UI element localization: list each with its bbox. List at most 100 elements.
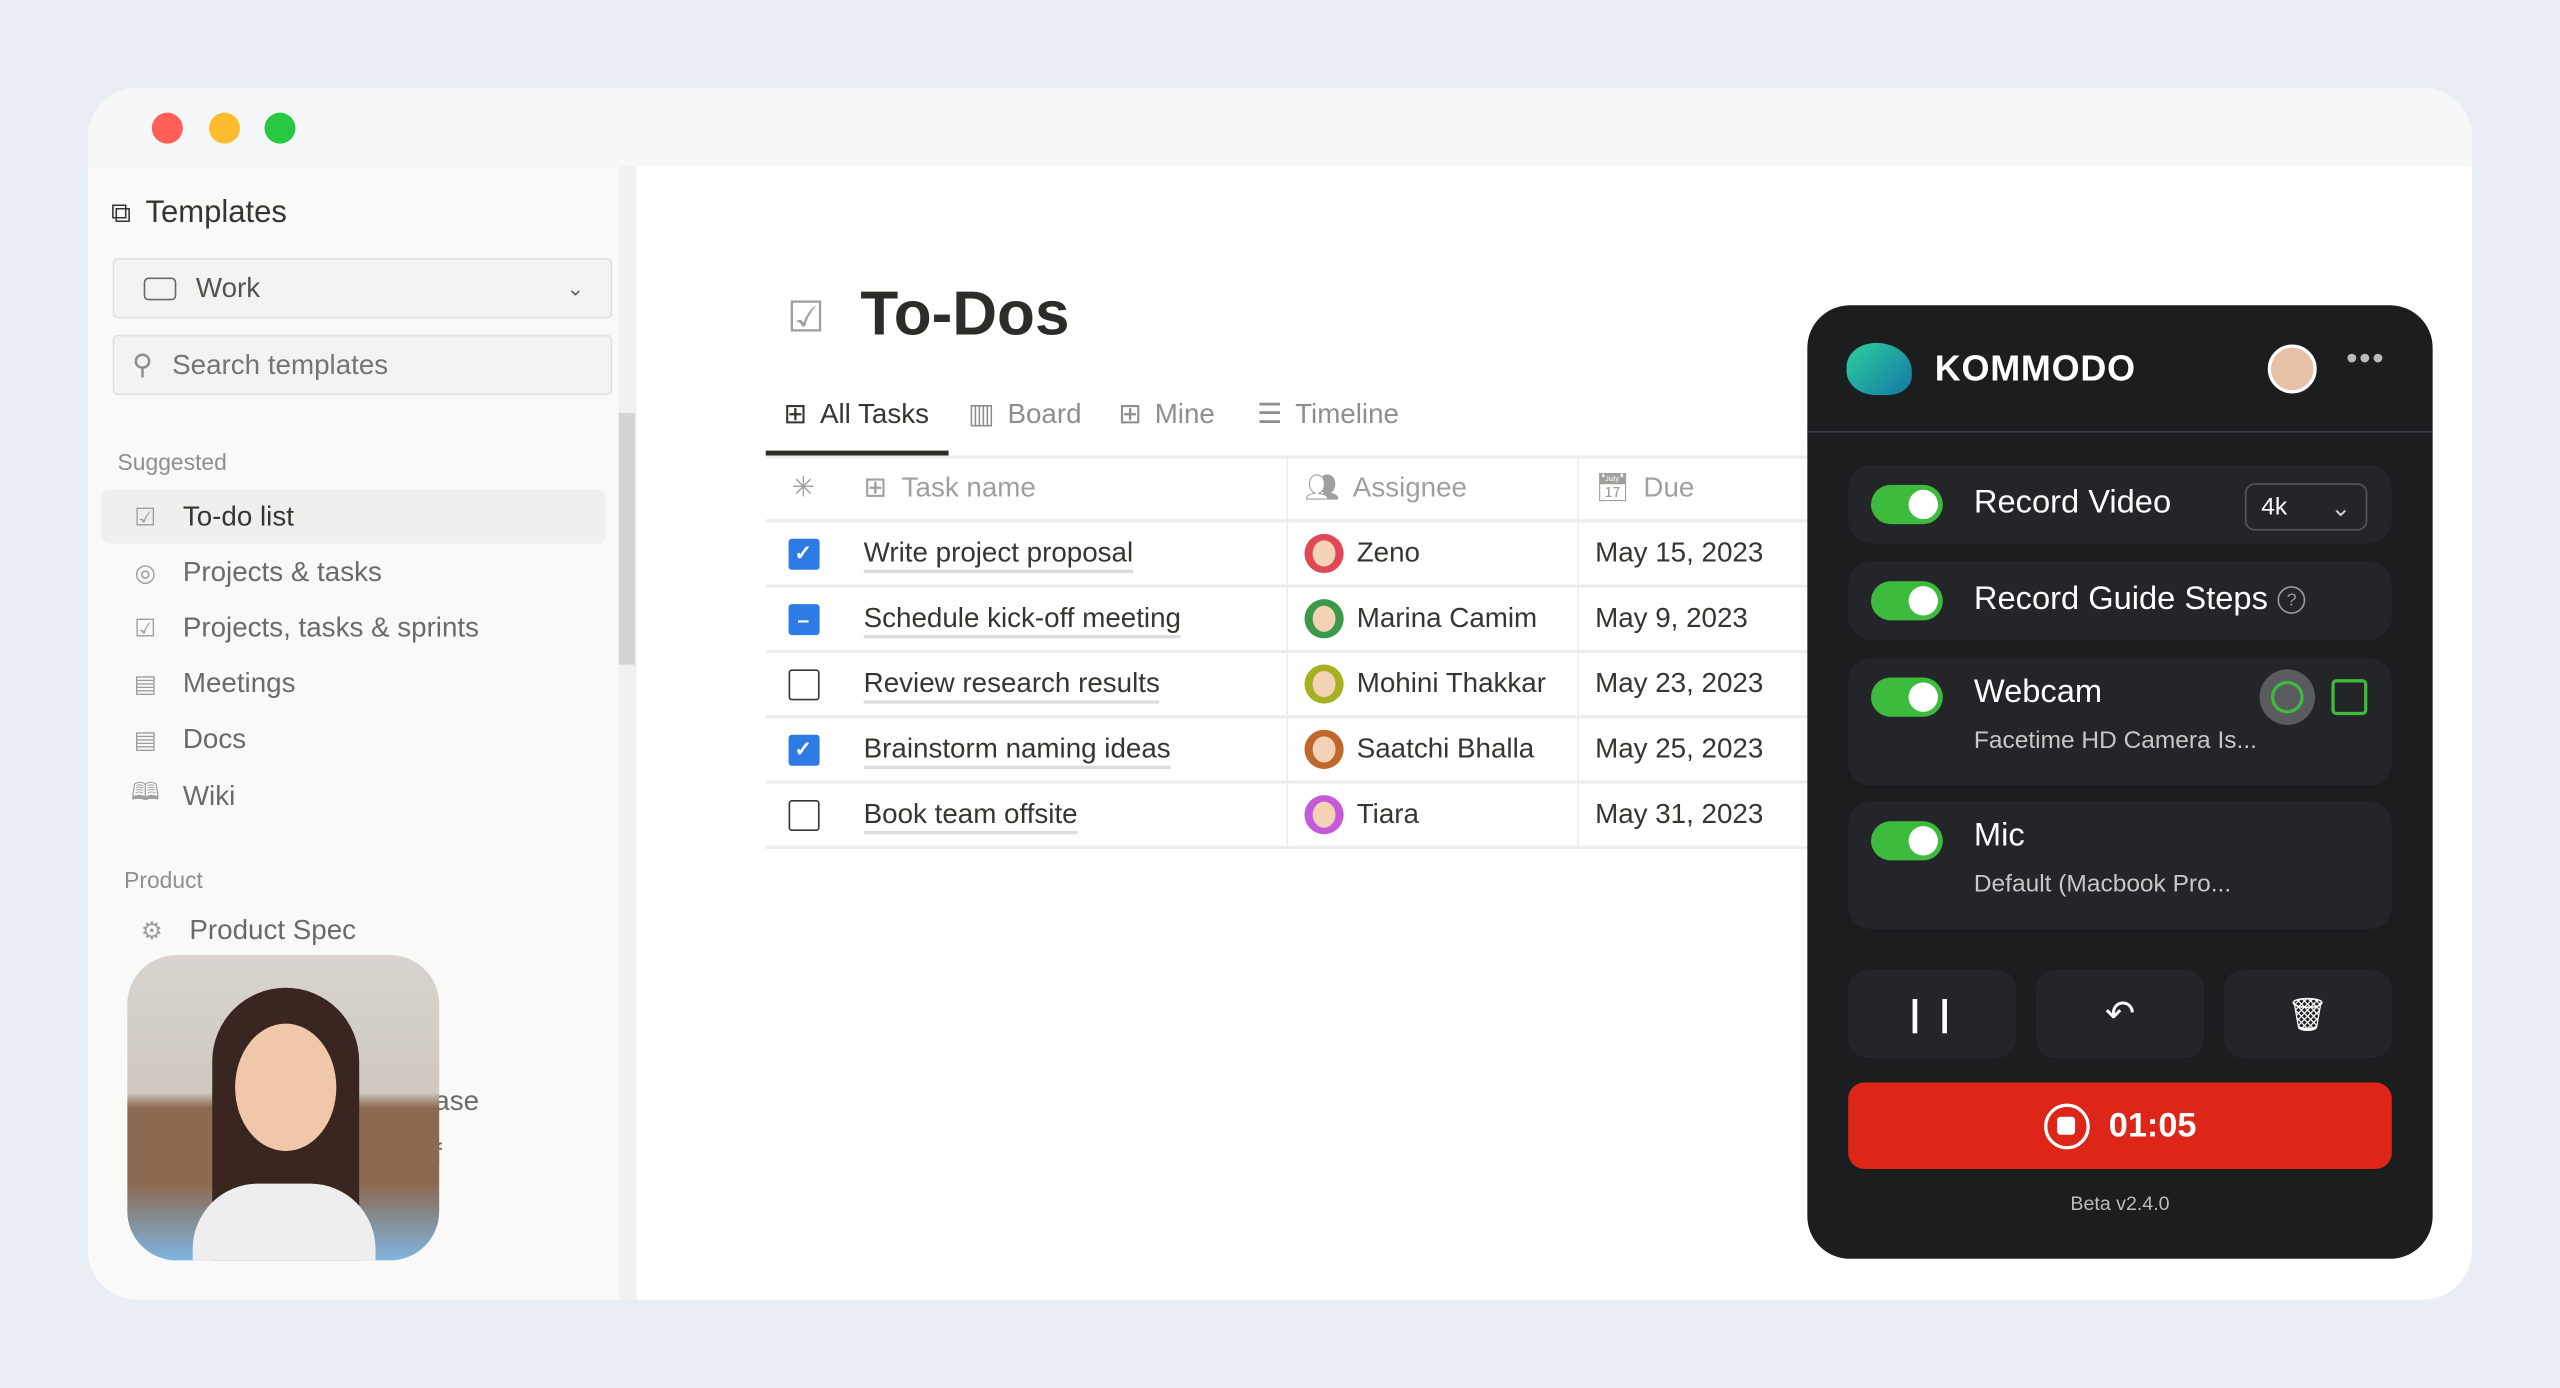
todos-page-icon: ☑ bbox=[786, 292, 825, 342]
gear-icon: ⚙ bbox=[140, 917, 163, 946]
item-label: To-do list bbox=[182, 500, 294, 532]
task-checkbox[interactable]: – bbox=[787, 603, 819, 635]
assignee-name: Marina Camim bbox=[1356, 602, 1538, 634]
kommodo-logo-icon bbox=[1846, 342, 1912, 396]
column-label: Assignee bbox=[1352, 471, 1467, 503]
record-video-toggle[interactable] bbox=[1871, 484, 1943, 525]
guide-steps-label: Record Guide Steps bbox=[1973, 581, 2268, 618]
close-window-button[interactable] bbox=[151, 112, 183, 144]
delete-button[interactable]: 🗑︎ bbox=[2223, 969, 2392, 1058]
more-options-icon[interactable]: ••• bbox=[2346, 341, 2386, 378]
item-label: Meetings bbox=[182, 666, 296, 698]
webcam-bubble[interactable] bbox=[127, 955, 440, 1261]
tab-board[interactable]: ▥ Board bbox=[968, 398, 1081, 431]
sidebar-item-product-spec[interactable]: ⚙ Product Spec bbox=[108, 909, 612, 951]
maximize-window-button[interactable] bbox=[264, 112, 296, 144]
task-name[interactable]: Book team offsite bbox=[863, 798, 1078, 835]
person-icon bbox=[2271, 680, 2304, 714]
header-divider bbox=[1807, 431, 2433, 433]
assignee-avatar bbox=[1304, 729, 1344, 769]
task-name[interactable]: Write project proposal bbox=[863, 537, 1134, 574]
item-label: Product Spec bbox=[189, 914, 357, 946]
assignee-name: Saatchi Bhalla bbox=[1356, 733, 1535, 765]
webcam-square-shape-button[interactable] bbox=[2331, 679, 2368, 716]
section-suggested: Suggested bbox=[117, 448, 227, 476]
workspace-dropdown[interactable]: Work ⌄ bbox=[112, 257, 613, 319]
task-checkbox[interactable] bbox=[787, 799, 819, 831]
search-input[interactable] bbox=[172, 348, 565, 382]
checkbox-icon: ☑ bbox=[134, 614, 157, 643]
quality-dropdown[interactable]: 4k ⌄ bbox=[2244, 483, 2368, 531]
sidebar-item-wiki[interactable]: 🕮 Wiki bbox=[101, 769, 605, 823]
table-row[interactable]: Review research results Mohini Thakkar M… bbox=[765, 653, 1909, 719]
undo-icon: ↶ bbox=[2104, 992, 2136, 1034]
recording-timer: 01:05 bbox=[2108, 1106, 2197, 1144]
search-templates[interactable]: ⚲ bbox=[112, 334, 613, 396]
task-name[interactable]: Brainstorm naming ideas bbox=[863, 733, 1171, 769]
due-date: May 9, 2023 bbox=[1595, 602, 1748, 634]
sidebar-scrollbar-thumb[interactable] bbox=[618, 413, 636, 665]
task-name[interactable]: Review research results bbox=[863, 667, 1160, 704]
checkbox-icon: ☑ bbox=[134, 503, 157, 532]
webcam-toggle[interactable] bbox=[1871, 677, 1943, 717]
item-label: Projects & tasks bbox=[182, 555, 382, 587]
loading-icon: ✳ bbox=[791, 471, 815, 503]
tab-all-tasks[interactable]: ⊞ All Tasks bbox=[784, 398, 929, 431]
task-checkbox[interactable]: ✓ bbox=[787, 733, 819, 765]
table-row[interactable]: ✓ Brainstorm naming ideas Saatchi Bhalla… bbox=[765, 718, 1909, 784]
assignee-avatar bbox=[1304, 599, 1344, 639]
record-video-card: Record Video 4k ⌄ bbox=[1848, 465, 2392, 544]
task-checkbox[interactable] bbox=[787, 668, 819, 700]
tab-label: Mine bbox=[1154, 398, 1215, 430]
mic-toggle[interactable] bbox=[1871, 821, 1943, 861]
sidebar-item-docs[interactable]: ▤ Docs bbox=[101, 712, 605, 766]
doc-icon: ▤ bbox=[133, 670, 157, 698]
column-assignee[interactable]: 👥︎ Assignee bbox=[1286, 457, 1578, 520]
column-due[interactable]: 📅︎ Due bbox=[1577, 457, 1908, 520]
section-product: Product bbox=[124, 866, 203, 894]
pause-icon: | | bbox=[1909, 992, 1955, 1034]
doc-icon: ▤ bbox=[133, 725, 157, 754]
partially-hidden-item[interactable]: ase bbox=[434, 1085, 480, 1117]
assignee-name: Zeno bbox=[1356, 537, 1420, 569]
guide-steps-toggle[interactable] bbox=[1871, 581, 1943, 621]
stop-recording-button[interactable]: 01:05 bbox=[1848, 1082, 2392, 1169]
mic-card: Mic Default (Macbook Pro... bbox=[1848, 801, 2392, 929]
help-icon[interactable]: ? bbox=[2277, 586, 2306, 614]
sidebar-item-meetings[interactable]: ▤ Meetings bbox=[101, 656, 605, 710]
sidebar-item-projects-tasks[interactable]: ◎ Projects & tasks bbox=[101, 545, 605, 599]
mic-device[interactable]: Default (Macbook Pro... bbox=[1973, 870, 2232, 898]
due-date: May 31, 2023 bbox=[1595, 798, 1764, 830]
webcam-circle-shape-button[interactable] bbox=[2259, 669, 2316, 725]
assignee-avatar bbox=[1304, 795, 1344, 835]
sidebar-item-projects-sprints[interactable]: ☑ Projects, tasks & sprints bbox=[101, 601, 605, 655]
tab-mine[interactable]: ⊞ Mine bbox=[1118, 398, 1215, 431]
due-date: May 25, 2023 bbox=[1595, 733, 1764, 765]
search-icon: ⚲ bbox=[132, 348, 153, 380]
table-header: ✳ ⊞ Task name 👥︎ Assignee 📅︎ Due bbox=[765, 457, 1909, 523]
sidebar-title: Templates bbox=[145, 195, 287, 231]
task-checkbox[interactable]: ✓ bbox=[787, 537, 819, 569]
sidebar-scrollbar[interactable] bbox=[618, 166, 637, 1300]
webcam-device[interactable]: Facetime HD Camera Is... bbox=[1973, 726, 2257, 755]
webcam-person-face bbox=[235, 1023, 337, 1152]
sidebar-header: ⧉ Templates bbox=[111, 196, 287, 232]
column-task-name[interactable]: ⊞ Task name bbox=[841, 472, 1287, 505]
due-date: May 15, 2023 bbox=[1595, 537, 1764, 569]
user-avatar[interactable] bbox=[2267, 344, 2317, 394]
sidebar-item-todo-list[interactable]: ☑ To-do list bbox=[101, 489, 606, 544]
assignee-avatar bbox=[1304, 664, 1344, 704]
app-window: ⧉ Templates Work ⌄ ⚲ Suggested ☑ To-do li… bbox=[88, 88, 2472, 1300]
task-name[interactable]: Schedule kick-off meeting bbox=[863, 602, 1181, 639]
restart-button[interactable]: ↶ bbox=[2035, 969, 2205, 1058]
record-video-label: Record Video bbox=[1973, 484, 2172, 521]
pause-button[interactable]: | | bbox=[1848, 969, 2017, 1058]
minimize-window-button[interactable] bbox=[208, 112, 240, 144]
table-row[interactable]: Book team offsite Tiara May 31, 2023 bbox=[765, 783, 1909, 849]
assignee-name: Mohini Thakkar bbox=[1356, 667, 1546, 699]
tab-timeline[interactable]: ☰ Timeline bbox=[1257, 398, 1399, 431]
table-row[interactable]: – Schedule kick-off meeting Marina Camim… bbox=[765, 587, 1909, 654]
chevron-down-icon: ⌄ bbox=[2330, 493, 2352, 522]
table-row[interactable]: ✓ Write project proposal Zeno May 15, 20… bbox=[765, 522, 1909, 588]
target-icon: ◎ bbox=[134, 559, 156, 587]
